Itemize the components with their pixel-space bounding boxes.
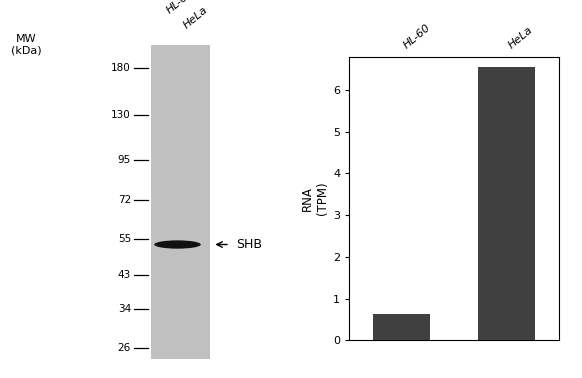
Text: HL-60: HL-60 xyxy=(402,23,432,51)
Text: 55: 55 xyxy=(118,234,131,244)
Bar xyxy=(477,67,535,340)
Text: HL-60: HL-60 xyxy=(164,0,196,15)
Ellipse shape xyxy=(154,240,201,249)
Bar xyxy=(372,314,430,340)
Text: 95: 95 xyxy=(118,155,131,165)
Bar xyxy=(151,45,210,359)
Y-axis label: RNA
(TPM): RNA (TPM) xyxy=(301,182,329,215)
Text: MW
(kDa): MW (kDa) xyxy=(11,34,41,56)
Text: HeLa: HeLa xyxy=(182,4,210,30)
Text: 180: 180 xyxy=(111,63,131,73)
Text: 43: 43 xyxy=(118,270,131,280)
Text: 34: 34 xyxy=(118,304,131,314)
Text: SHB: SHB xyxy=(236,238,262,251)
Text: 72: 72 xyxy=(118,195,131,205)
Text: 130: 130 xyxy=(111,110,131,120)
Text: 26: 26 xyxy=(118,342,131,353)
Text: HeLa: HeLa xyxy=(506,25,534,51)
